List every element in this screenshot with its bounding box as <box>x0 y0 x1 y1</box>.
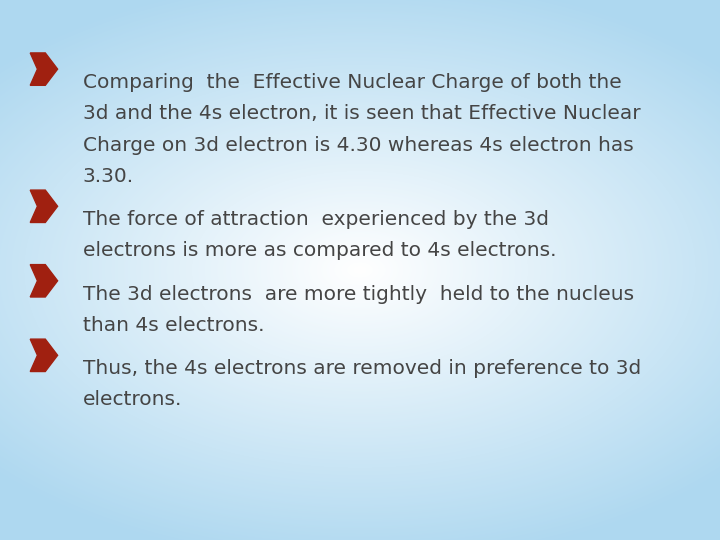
Polygon shape <box>30 339 58 372</box>
Text: Charge on 3d electron is 4.30 whereas 4s electron has: Charge on 3d electron is 4.30 whereas 4s… <box>83 136 634 154</box>
Text: 3.30.: 3.30. <box>83 167 134 186</box>
Polygon shape <box>30 265 58 297</box>
Polygon shape <box>30 53 58 85</box>
Text: Comparing  the  Effective Nuclear Charge of both the: Comparing the Effective Nuclear Charge o… <box>83 73 621 92</box>
Text: electrons is more as compared to 4s electrons.: electrons is more as compared to 4s elec… <box>83 241 557 260</box>
Text: electrons.: electrons. <box>83 390 182 409</box>
Text: than 4s electrons.: than 4s electrons. <box>83 316 264 335</box>
Text: 3d and the 4s electron, it is seen that Effective Nuclear: 3d and the 4s electron, it is seen that … <box>83 104 640 123</box>
Text: The 3d electrons  are more tightly  held to the nucleus: The 3d electrons are more tightly held t… <box>83 285 634 303</box>
Polygon shape <box>30 190 58 222</box>
Text: Thus, the 4s electrons are removed in preference to 3d: Thus, the 4s electrons are removed in pr… <box>83 359 641 378</box>
Text: The force of attraction  experienced by the 3d: The force of attraction experienced by t… <box>83 210 549 229</box>
